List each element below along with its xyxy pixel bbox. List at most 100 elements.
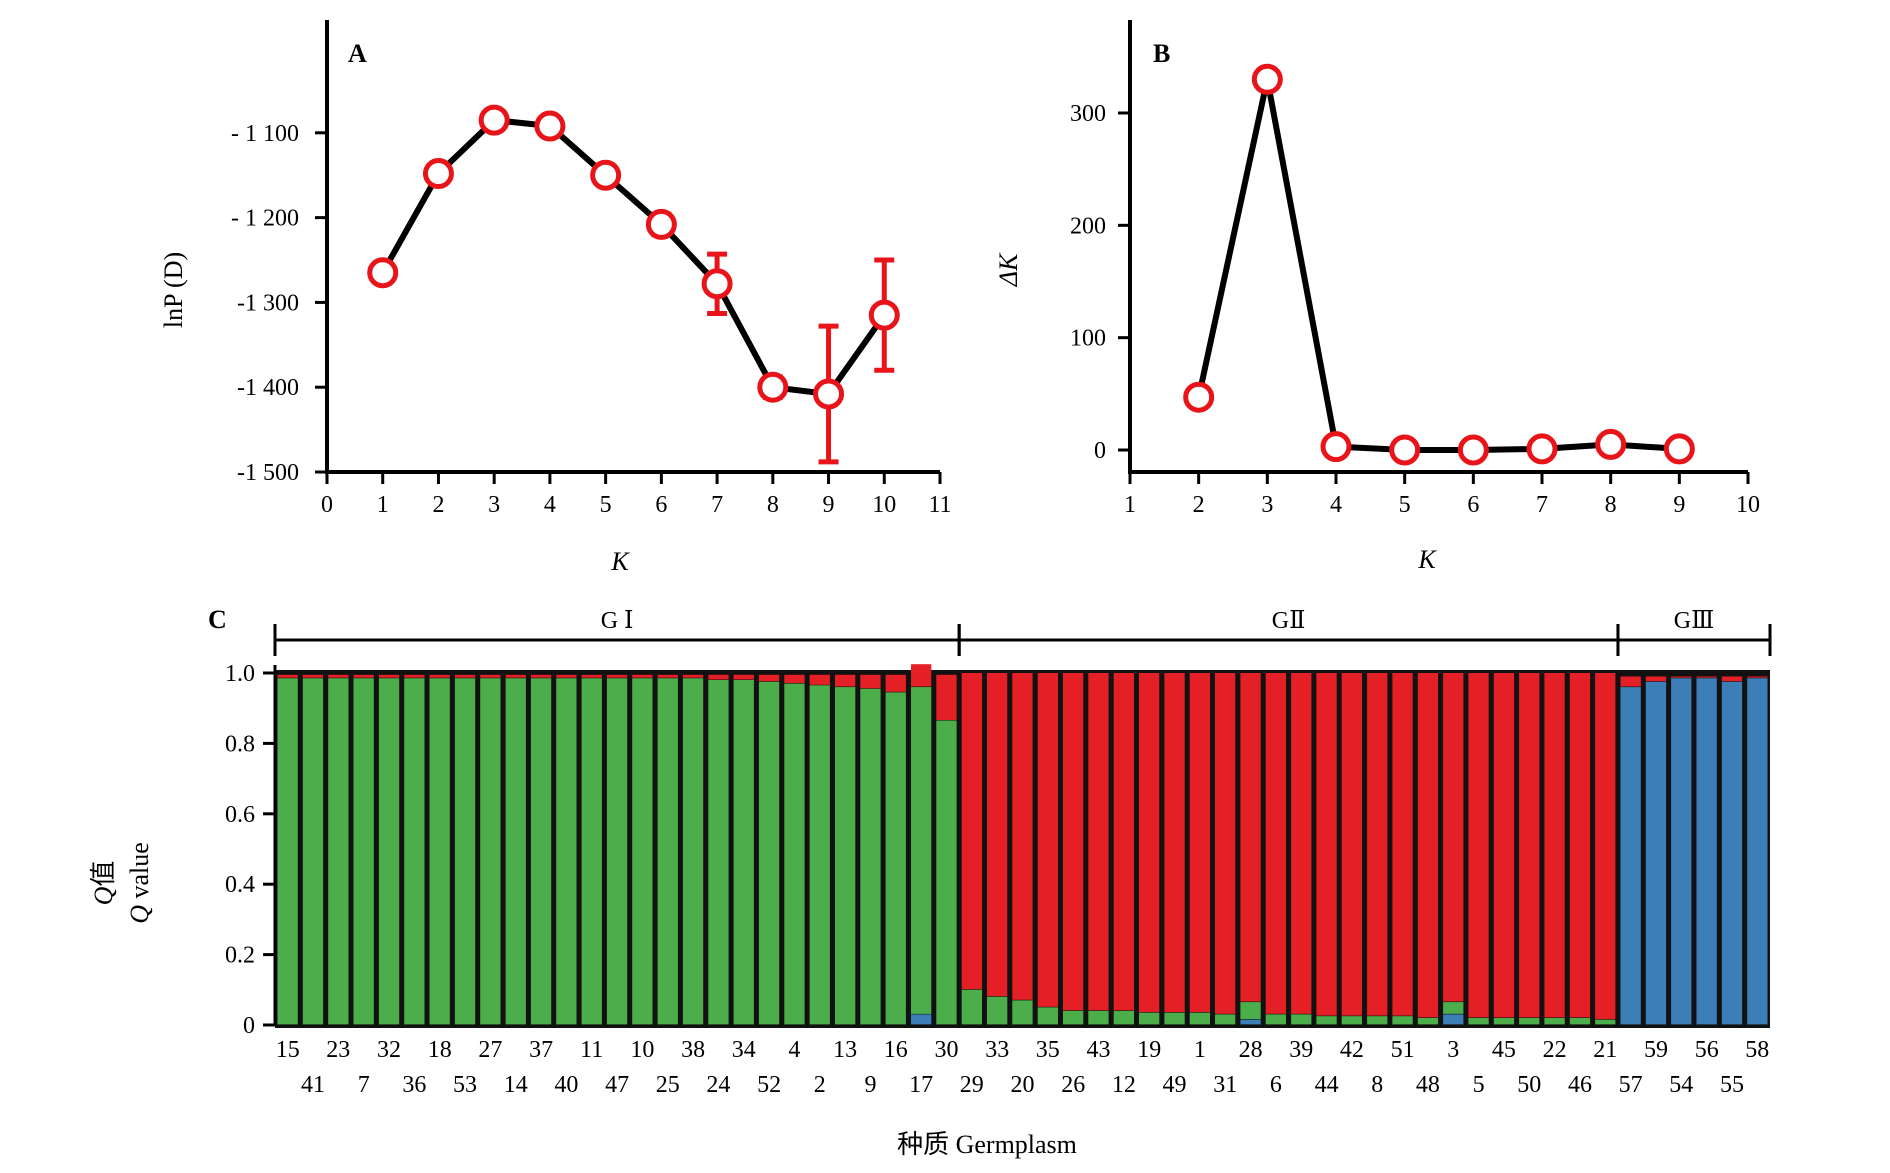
panel-b-x-tick-label: 2 bbox=[1193, 492, 1205, 518]
panel-c-x-tick-label: 50 bbox=[1517, 1072, 1541, 1098]
panel-a-x-tick-label: 7 bbox=[711, 492, 723, 518]
panel-c-x-tick-label: 47 bbox=[605, 1072, 629, 1098]
panel-c-bar-segment bbox=[733, 680, 754, 1025]
panel-c-bar-segment bbox=[1291, 673, 1312, 1014]
panel-a-x-label: K bbox=[610, 547, 630, 576]
panel-c-x-tick-label: 35 bbox=[1036, 1037, 1060, 1063]
panel-c-bar-segment bbox=[1012, 1000, 1033, 1025]
panel-b-letter: B bbox=[1153, 39, 1170, 68]
panel-c-x-tick-label: 3 bbox=[1447, 1037, 1459, 1063]
panel-c-bar-segment bbox=[1569, 1018, 1591, 1025]
panel-c-bar-segment bbox=[429, 674, 450, 678]
panel-c-bar-segment bbox=[1519, 1018, 1540, 1025]
panel-c-bar-segment bbox=[1164, 673, 1185, 1013]
panel-c-bar-segment bbox=[1721, 676, 1743, 682]
panel-c-bar-segment bbox=[1139, 673, 1160, 1013]
panel-c-x-tick-label: 7 bbox=[358, 1072, 370, 1098]
panel-a-x-tick-label: 5 bbox=[600, 492, 612, 518]
panel-c-bar-segment bbox=[606, 674, 628, 678]
panel-a-x-tick-label: 10 bbox=[872, 492, 896, 518]
panel-c-x-tick-label: 44 bbox=[1315, 1072, 1339, 1098]
panel-a-x-tick-label: 1 bbox=[377, 492, 389, 518]
panel-c-x-tick-label: 29 bbox=[960, 1072, 984, 1098]
panel-c-bar-segment bbox=[556, 678, 577, 1025]
panel-c-bar-segment bbox=[1341, 673, 1362, 1016]
panel-b-x-tick-label: 6 bbox=[1467, 492, 1479, 518]
panel-c-x-tick-label: 27 bbox=[478, 1037, 502, 1063]
panel-c-x-tick-label: 21 bbox=[1593, 1037, 1617, 1063]
panel-a-x-tick-label: 4 bbox=[544, 492, 556, 518]
panel-c-x-tick-label: 37 bbox=[529, 1037, 553, 1063]
panel-c-bar-segment bbox=[961, 989, 982, 1025]
panel-c-x-tick-label: 19 bbox=[1137, 1037, 1161, 1063]
panel-c-bar-segment bbox=[1747, 678, 1768, 1025]
panel-c-bar-segment bbox=[1316, 673, 1337, 1016]
panel-c-bar-segment bbox=[1113, 1010, 1134, 1025]
panel-b-data-point bbox=[1526, 433, 1558, 465]
panel-c-x-tick-label: 32 bbox=[377, 1037, 401, 1063]
panel-c-bar-segment bbox=[1240, 673, 1261, 1002]
panel-c-bar-segment bbox=[302, 674, 324, 678]
panel-c-bar-segment bbox=[885, 674, 906, 692]
panel-c-bar-segment bbox=[1265, 1014, 1286, 1025]
panel-c-bar-segment bbox=[1544, 1018, 1565, 1025]
panel-b-series-line bbox=[1195, 78, 1680, 453]
panel-c-bar-segment bbox=[1367, 1016, 1388, 1025]
panel-c-bar-segment bbox=[1063, 1010, 1084, 1025]
panel-c-x-tick-label: 1 bbox=[1194, 1037, 1206, 1063]
panel-b-x-tick-label: 5 bbox=[1399, 492, 1411, 518]
panel-c-bar-segment bbox=[378, 678, 400, 1025]
panel-c-x-tick-label: 10 bbox=[630, 1037, 654, 1063]
panel-c-bar-segment bbox=[1620, 687, 1641, 1025]
panel-c-x-tick-label: 28 bbox=[1239, 1037, 1263, 1063]
panel-b-y-tick-label: 100 bbox=[1070, 326, 1106, 352]
panel-c-bar-segment bbox=[1189, 1012, 1210, 1025]
panel-c-x-tick-label: 49 bbox=[1163, 1072, 1187, 1098]
panel-c-bar-segment bbox=[505, 678, 526, 1025]
panel-a-x-tick-label: 8 bbox=[767, 492, 779, 518]
panel-c-bar-segment bbox=[1671, 676, 1692, 678]
panel-a-data-point bbox=[590, 159, 622, 191]
panel-c-x-tick-label: 11 bbox=[580, 1037, 603, 1063]
panel-c-x-tick-label: 48 bbox=[1416, 1072, 1440, 1098]
panel-c-y-tick-label: 0.8 bbox=[225, 731, 255, 757]
panel-c-bar-segment bbox=[1493, 1018, 1515, 1025]
panel-c-letter: C bbox=[208, 605, 227, 634]
panel-c-x-tick-label: 31 bbox=[1213, 1072, 1237, 1098]
panel-c-bar-segment bbox=[1189, 673, 1210, 1013]
panel-a-y-label: lnP (D) bbox=[159, 252, 188, 328]
panel-a-y-tick-label: - 1 200 bbox=[231, 206, 299, 232]
panel-a-data-point bbox=[813, 378, 845, 410]
panel-c-x-tick-label: 16 bbox=[884, 1037, 908, 1063]
panel-c-y-tick-label: 0 bbox=[243, 1013, 255, 1039]
panel-c-bar-segment bbox=[1113, 673, 1134, 1011]
panel-c-bar-segment bbox=[758, 681, 780, 1025]
panel-c-bar-segment bbox=[1519, 673, 1540, 1018]
panel-a-y-tick-label: -1 400 bbox=[237, 375, 299, 401]
panel-c-bar-segment bbox=[1595, 673, 1616, 1020]
panel-c-bar-segment bbox=[936, 720, 957, 1025]
panel-c-x-tick-label: 42 bbox=[1340, 1037, 1364, 1063]
panel-b-data-point bbox=[1183, 381, 1215, 413]
panel-c-bar-segment bbox=[1569, 673, 1591, 1018]
panel-a-x-tick-label: 0 bbox=[321, 492, 333, 518]
panel-c-x-tick-label: 38 bbox=[681, 1037, 705, 1063]
panel-c-bar-segment bbox=[1063, 673, 1084, 1011]
panel-a-x-tick-label: 3 bbox=[488, 492, 500, 518]
panel-a-data-point bbox=[478, 104, 510, 136]
panel-c-x-label: 种质 Germplasm bbox=[897, 1130, 1077, 1159]
panel-c-x-tick-label: 43 bbox=[1087, 1037, 1111, 1063]
panel-c-bar-segment bbox=[835, 687, 856, 1025]
panel-c-bar-segment bbox=[1417, 1018, 1439, 1025]
panel-c-x-tick-label: 46 bbox=[1568, 1072, 1592, 1098]
panel-c-bar-segment bbox=[302, 678, 324, 1025]
panel-c-bar-segment bbox=[1417, 673, 1439, 1018]
panel-c-bar-segment bbox=[987, 673, 1008, 997]
panel-c-bar-segment bbox=[606, 678, 628, 1025]
panel-a-data-point bbox=[367, 257, 399, 289]
panel-b-x-label: K bbox=[1417, 545, 1437, 574]
panel-c-bar-segment bbox=[784, 674, 805, 683]
panel-c-x-tick-label: 54 bbox=[1669, 1072, 1693, 1098]
panel-c-x-tick-label: 4 bbox=[788, 1037, 800, 1063]
panel-c-bar-segment bbox=[505, 674, 526, 678]
